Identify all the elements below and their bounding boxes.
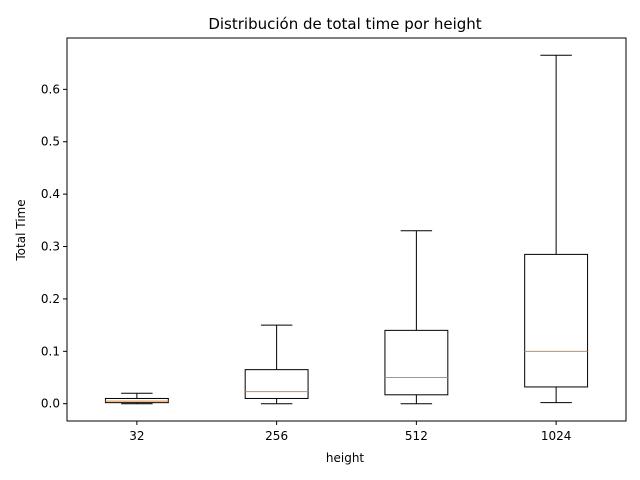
y-tick-label: 0.6 bbox=[41, 82, 60, 96]
x-tick-label: 512 bbox=[405, 429, 428, 443]
x-tick-label: 32 bbox=[129, 429, 144, 443]
iqr-box bbox=[524, 253, 589, 388]
y-axis-label: Total Time bbox=[14, 199, 28, 261]
boxes-group bbox=[104, 54, 589, 405]
box-256 bbox=[244, 324, 309, 405]
chart-title: Distribución de total time por height bbox=[208, 15, 481, 33]
x-tick-label: 1024 bbox=[541, 429, 572, 443]
y-axis: 0.0 0.1 0.2 0.3 0.4 0.5 0.6 bbox=[41, 82, 67, 411]
y-tick-label: 0.2 bbox=[41, 292, 60, 306]
x-tick-label: 256 bbox=[265, 429, 288, 443]
box-1024 bbox=[524, 54, 589, 404]
y-tick-label: 0.1 bbox=[41, 344, 60, 358]
box-512 bbox=[384, 230, 449, 405]
iqr-box bbox=[244, 369, 309, 399]
y-tick-label: 0.5 bbox=[41, 135, 60, 149]
box-32 bbox=[104, 392, 169, 405]
iqr-box bbox=[384, 329, 449, 396]
y-tick-label: 0.4 bbox=[41, 187, 60, 201]
x-axis: 32 256 512 1024 bbox=[129, 421, 571, 443]
x-axis-label: height bbox=[326, 451, 365, 465]
iqr-box bbox=[104, 397, 169, 404]
y-tick-label: 0.3 bbox=[41, 240, 60, 254]
y-tick-label: 0.0 bbox=[41, 397, 60, 411]
plot-area-frame bbox=[66, 37, 627, 422]
